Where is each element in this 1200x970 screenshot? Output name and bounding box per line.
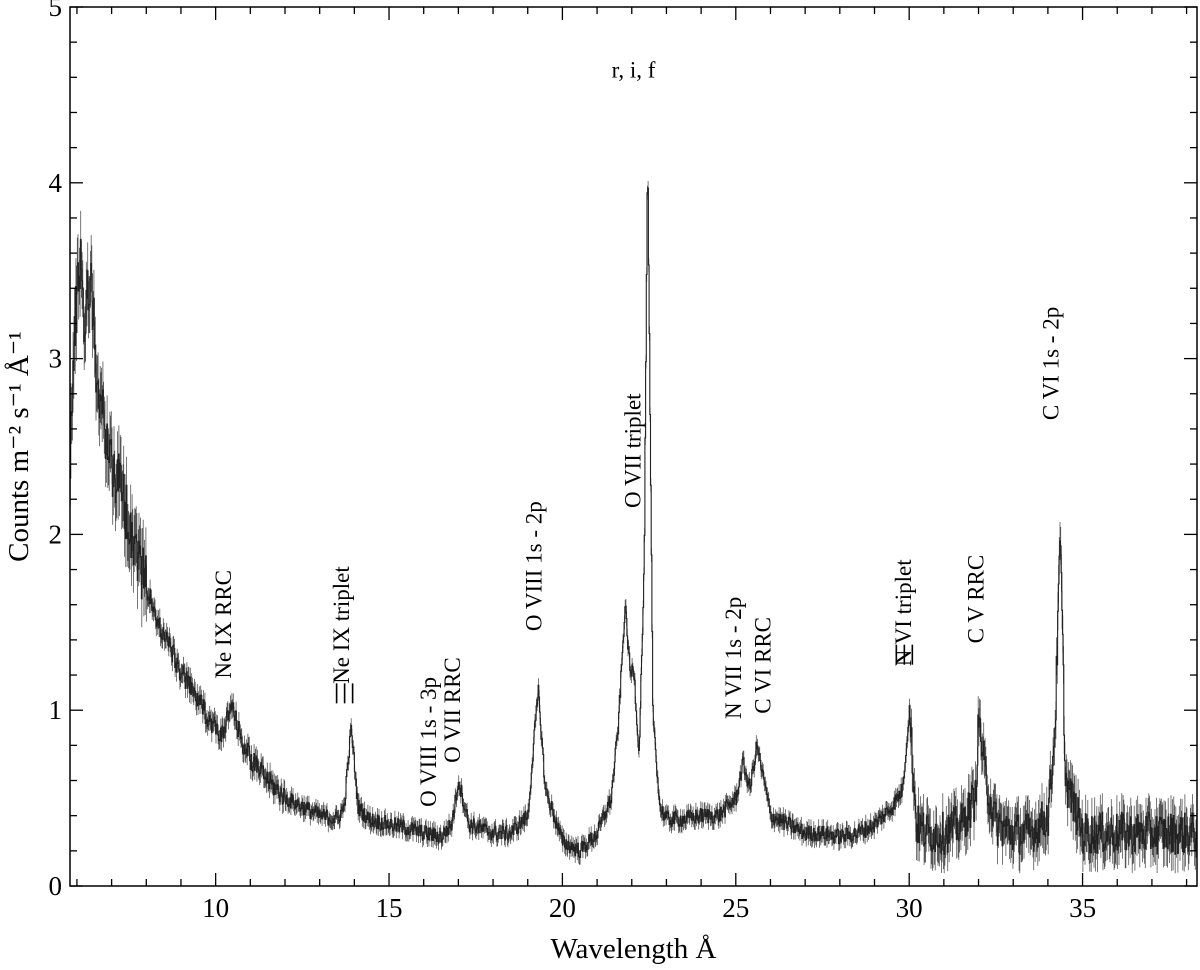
y-tick-label: 3: [49, 344, 63, 374]
x-tick-label: 10: [202, 893, 229, 923]
triplet-marker: [895, 644, 914, 665]
line-annotation: r, i, f: [612, 57, 656, 82]
line-annotation: C V RRC: [964, 555, 989, 644]
line-annotation: Ne IX triplet: [329, 566, 354, 684]
y-tick-label: 5: [49, 0, 63, 22]
x-tick-label: 15: [376, 893, 403, 923]
x-tick-label: 35: [1069, 893, 1096, 923]
line-annotation: N VII 1s - 2p: [721, 597, 746, 719]
y-tick-label: 2: [49, 519, 63, 549]
y-tick-label: 4: [49, 168, 63, 198]
line-annotation: Ne IX RRC: [211, 570, 236, 679]
x-tick-label: 30: [896, 893, 923, 923]
clip-left: [0, 0, 70, 970]
series-line: [70, 187, 1197, 859]
y-axis: 0 1 2 3 4 5: [49, 0, 1197, 901]
y-axis-label: Counts m⁻² s⁻¹ Å⁻¹: [3, 331, 35, 562]
x-axis-label: Wavelength Å: [551, 933, 717, 965]
line-annotation: C VI 1s - 2p: [1038, 307, 1063, 420]
x-axis: 10 15 20 25 30 35: [76, 7, 1188, 923]
line-annotation: C VI RRC: [751, 617, 776, 714]
plot-frame: [69, 6, 1198, 887]
x-tick-label: 20: [549, 893, 576, 923]
y-tick-label: 0: [49, 871, 63, 901]
line-annotation: O VII triplet: [620, 393, 645, 508]
line-annotation: O VIII 1s - 3p: [416, 677, 441, 807]
line-annotation: O VIII 1s - 2p: [522, 501, 547, 631]
line-annotation: O VII RRC: [440, 657, 465, 763]
y-tick-label: 1: [49, 695, 63, 725]
x-tick-label: 25: [722, 893, 749, 923]
triplet-marker: [335, 683, 354, 704]
